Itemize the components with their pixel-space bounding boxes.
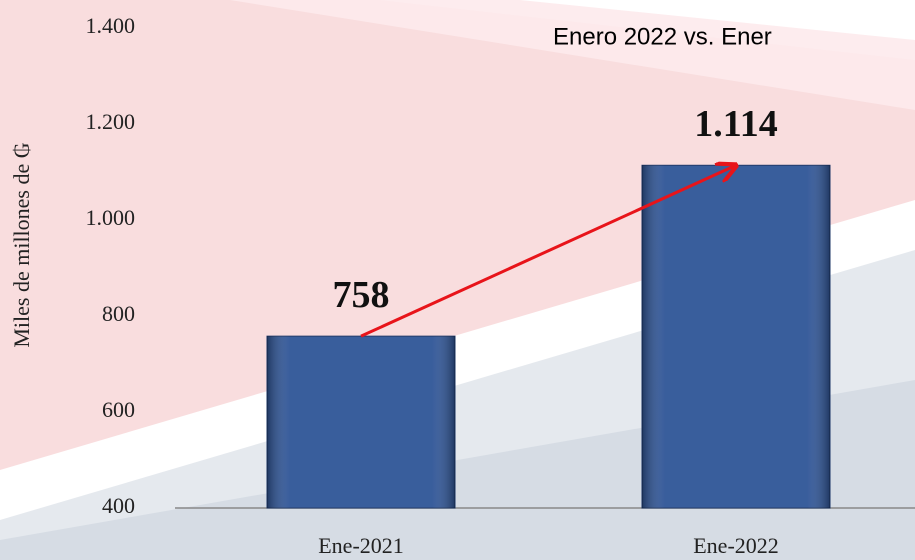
y-tick-label: 1.400 (86, 13, 136, 38)
x-tick-label: Ene-2022 (693, 533, 779, 558)
y-tick-label: 1.200 (86, 109, 136, 134)
trend-arrow (360, 165, 736, 338)
y-tick-label: 600 (102, 397, 135, 422)
bar-shade (267, 336, 455, 508)
x-tick-label: Ene-2021 (318, 533, 404, 558)
y-axis-label: Miles de millones de ₲ (9, 142, 34, 347)
chart-title: Enero 2022 vs. Ener (553, 23, 772, 50)
y-tick-label: 1.000 (86, 205, 136, 230)
value-label: 758 (333, 274, 390, 316)
y-tick-label: 800 (102, 301, 135, 326)
bar-shade (642, 165, 830, 508)
y-tick-label: 400 (102, 493, 135, 518)
value-label: 1.114 (694, 103, 777, 145)
